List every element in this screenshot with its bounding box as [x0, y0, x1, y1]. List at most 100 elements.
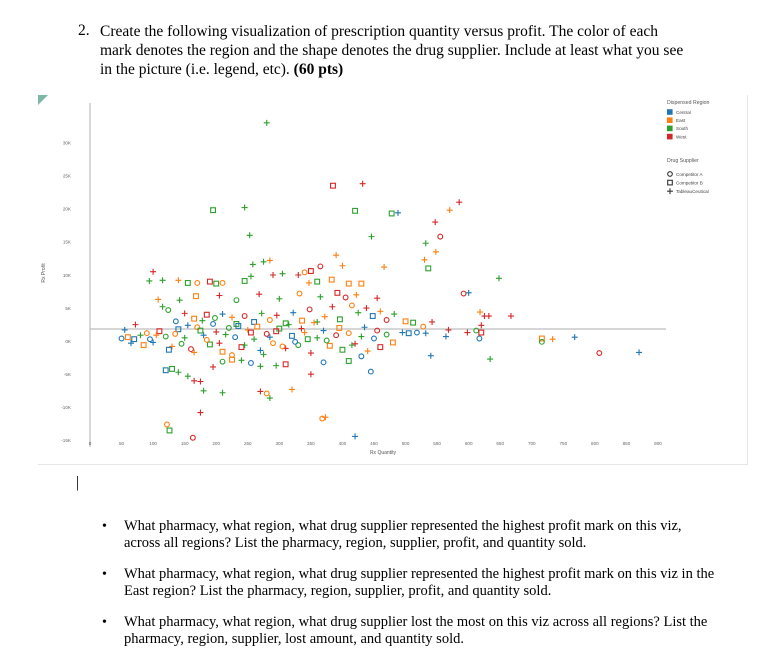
data-point — [197, 327, 204, 334]
data-point — [279, 270, 286, 277]
data-point — [219, 389, 226, 396]
data-point — [213, 328, 220, 335]
x-tick-label: 250 — [244, 441, 252, 446]
data-point — [333, 252, 340, 259]
data-point — [317, 263, 324, 270]
data-point — [374, 327, 381, 334]
x-tick-label: 900 — [654, 441, 662, 446]
y-tick-labels: 30K 25K 20K 15K 10K 5K 0K -5K -10K -15K — [61, 140, 72, 443]
x-tick-label: 650 — [496, 441, 504, 446]
data-point — [304, 336, 311, 343]
data-point — [359, 180, 366, 187]
legend-region-title: Dispensed Region — [667, 100, 710, 106]
data-point — [137, 332, 144, 339]
data-point — [166, 427, 173, 434]
scatter-chart: 30K 25K 20K 15K 10K 5K 0K -5K -10K -15K 0 50 100 150… — [41, 100, 710, 456]
data-point — [132, 321, 139, 328]
x-tick-label: 400 — [339, 441, 347, 446]
data-point — [241, 313, 248, 319]
data-point — [175, 369, 182, 376]
data-point — [191, 315, 198, 322]
data-point — [421, 256, 428, 263]
data-point — [210, 363, 217, 370]
data-point — [388, 210, 395, 217]
data-point — [156, 328, 163, 335]
data-point — [538, 335, 545, 342]
data-point — [374, 295, 381, 302]
data-point — [355, 309, 362, 316]
data-point — [329, 303, 336, 310]
data-point — [175, 277, 182, 284]
data-point — [150, 268, 157, 275]
data-point — [321, 313, 328, 320]
data-point — [210, 321, 217, 327]
data-point — [251, 336, 258, 343]
data-point — [495, 275, 502, 282]
text-cursor: | — [76, 474, 80, 491]
data-point — [162, 333, 169, 340]
x-tick-label: 200 — [212, 441, 220, 446]
data-point — [266, 317, 273, 323]
data-point — [273, 362, 280, 369]
data-point — [336, 324, 343, 331]
data-point — [229, 356, 235, 363]
legend-swatch — [667, 125, 673, 132]
legend-region-label: South — [676, 126, 688, 131]
data-point — [200, 387, 207, 394]
question-text: Create the following visualization of pr… — [100, 22, 690, 79]
x-tick-label: 100 — [149, 441, 157, 446]
data-point — [270, 272, 277, 278]
bullet-icon: • — [102, 519, 107, 534]
data-point — [266, 334, 273, 341]
data-point — [249, 261, 256, 268]
x-tick-label: 500 — [402, 441, 410, 446]
data-point — [193, 293, 199, 300]
data-point — [247, 273, 254, 280]
data-point — [216, 340, 223, 347]
data-point — [216, 292, 223, 299]
data-point — [188, 346, 194, 353]
question-item: • What pharmacy, what region, what drug s… — [98, 566, 718, 600]
legend-shape-icon — [667, 179, 673, 186]
corner-marker-icon — [38, 95, 48, 105]
data-point — [233, 297, 240, 304]
data-point — [348, 302, 355, 309]
data-point — [194, 324, 201, 331]
y-tick-label: 20K — [63, 207, 72, 212]
y-tick-label: 25K — [63, 174, 72, 179]
data-point — [323, 337, 330, 344]
data-point — [225, 324, 232, 331]
data-point — [199, 317, 206, 324]
data-point — [263, 390, 270, 397]
data-point — [571, 334, 578, 341]
data-point — [446, 207, 453, 214]
data-point — [176, 297, 183, 304]
data-point — [282, 361, 289, 368]
legend-swatch — [667, 109, 673, 115]
data-point — [172, 318, 179, 325]
data-point — [178, 340, 185, 347]
legend-supplier-items: Competitor A Competitor B TableauCeutical — [667, 171, 709, 195]
data-point — [290, 309, 297, 316]
data-point — [485, 313, 492, 320]
data-point — [197, 378, 204, 385]
data-point — [159, 277, 166, 284]
data-point — [549, 336, 556, 343]
data-point — [422, 330, 429, 337]
x-tick-label: 750 — [559, 441, 567, 446]
data-point — [381, 264, 388, 271]
data-point — [200, 332, 207, 339]
data-point — [377, 344, 384, 351]
legend-region-label: East — [676, 118, 686, 123]
data-point — [413, 329, 420, 336]
data-point — [169, 343, 176, 350]
question-list: • What pharmacy, what region, what drug s… — [98, 518, 718, 662]
data-point — [361, 324, 368, 331]
data-point — [394, 209, 401, 216]
y-tick-label: 0K — [65, 339, 72, 344]
x-tick-label: 450 — [370, 441, 378, 446]
data-point — [222, 331, 229, 338]
legend-shape-icon — [667, 171, 673, 177]
data-point — [289, 332, 295, 339]
data-point — [282, 320, 289, 327]
